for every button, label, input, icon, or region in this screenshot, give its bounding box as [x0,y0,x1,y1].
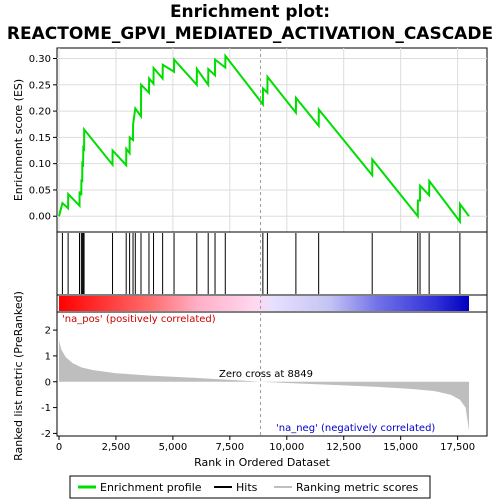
x-tick-label: 0 [56,442,62,453]
metric-area [59,340,469,431]
metric-y-axis-label: Ranked list metric (PreRanked) [12,291,25,461]
legend-item-hits: Hits [236,481,258,494]
es-y-tick-label: 0.10 [29,159,51,170]
metric-panel: -2 -1 0 1 2 'na_pos' (positively correlated)… [12,48,488,461]
zero-cross-label: Zero cross at 8849 [219,369,313,380]
legend-item-es: Enrichment profile [100,481,202,494]
metric-y-tick-label: 0 [45,377,51,388]
legend: Enrichment profile Hits Ranking metric s… [69,475,431,499]
positive-label: 'na_pos' (positively correlated) [62,314,216,325]
es-y-tick-label: 0.30 [29,54,51,65]
metric-y-tick-label: -2 [41,429,51,440]
metric-panel-frame [56,311,488,437]
metric-y-tick-label: -1 [41,403,51,414]
es-curve [58,53,470,225]
es-y-tick-label: 0.15 [29,133,51,144]
metric-y-tick-label: 2 [45,326,51,337]
es-y-tick-label: 0.25 [29,80,51,91]
x-tick-label: 2,500 [102,442,131,453]
chart-title-line1: Enrichment plot: [170,2,330,22]
x-tick-label: 12,500 [326,442,361,453]
es-y-tick-label: 0.05 [29,185,51,196]
chart-title-line2: REACTOME_GPVI_MEDIATED_ACTIVATION_CASCAD… [7,24,493,44]
legend-box [69,475,431,499]
negative-label: 'na_neg' (negatively correlated) [276,423,435,434]
es-y-ticks: 0.00 0.05 0.10 0.15 0.20 0.25 0.30 [29,54,57,223]
es-panel-frame [56,47,488,233]
metric-y-ticks: -2 -1 0 1 2 [41,326,57,440]
es-y-tick-label: 0.20 [29,107,51,118]
es-curve-group [58,53,470,225]
es-panel: 0.00 0.05 0.10 0.15 0.20 0.25 0.30 Enrichment … [12,47,488,233]
band-gradient [59,296,469,311]
hits-panel [56,231,488,296]
x-axis-label: Rank in Ordered Dataset [194,456,331,469]
x-tick-label: 7,500 [216,442,245,453]
es-y-axis-label: Enrichment score (ES) [12,79,25,201]
x-tick-label: 15,000 [383,442,418,453]
legend-item-metric: Ranking metric scores [296,481,418,494]
es-y-tick-label: 0.00 [29,212,51,223]
hits-panel-frame [56,231,488,296]
x-tick-label: 10,000 [269,442,304,453]
rank-color-band [56,294,488,313]
x-axis-ticks: 0 2,500 5,000 7,500 10,000 12,500 15,000 17,500 [56,436,475,453]
hit-marks [61,233,461,294]
x-tick-label: 17,500 [440,442,475,453]
metric-y-tick-label: 1 [45,351,51,362]
x-tick-label: 5,000 [159,442,188,453]
